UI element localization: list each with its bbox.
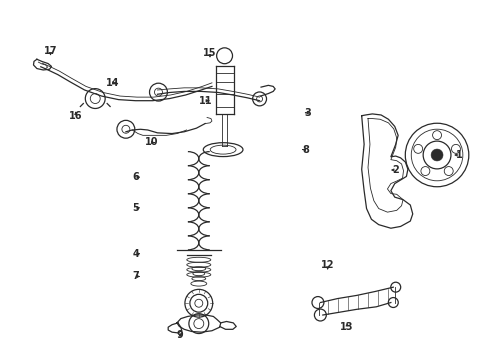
Text: 9: 9 [177, 330, 184, 341]
Text: 1: 1 [456, 150, 462, 160]
Text: 11: 11 [199, 96, 213, 106]
Text: 5: 5 [132, 203, 139, 213]
Text: 8: 8 [302, 145, 309, 155]
Text: 12: 12 [321, 260, 334, 270]
Text: 14: 14 [106, 78, 120, 88]
Text: 16: 16 [69, 111, 82, 121]
Text: 13: 13 [341, 322, 354, 332]
Text: 6: 6 [132, 172, 139, 182]
Text: 4: 4 [132, 249, 139, 258]
Text: 10: 10 [145, 138, 158, 148]
Text: 2: 2 [392, 165, 399, 175]
Circle shape [431, 149, 443, 161]
Text: 7: 7 [132, 271, 139, 282]
Text: 3: 3 [305, 108, 312, 118]
Text: 15: 15 [203, 48, 217, 58]
Text: 17: 17 [44, 46, 57, 56]
